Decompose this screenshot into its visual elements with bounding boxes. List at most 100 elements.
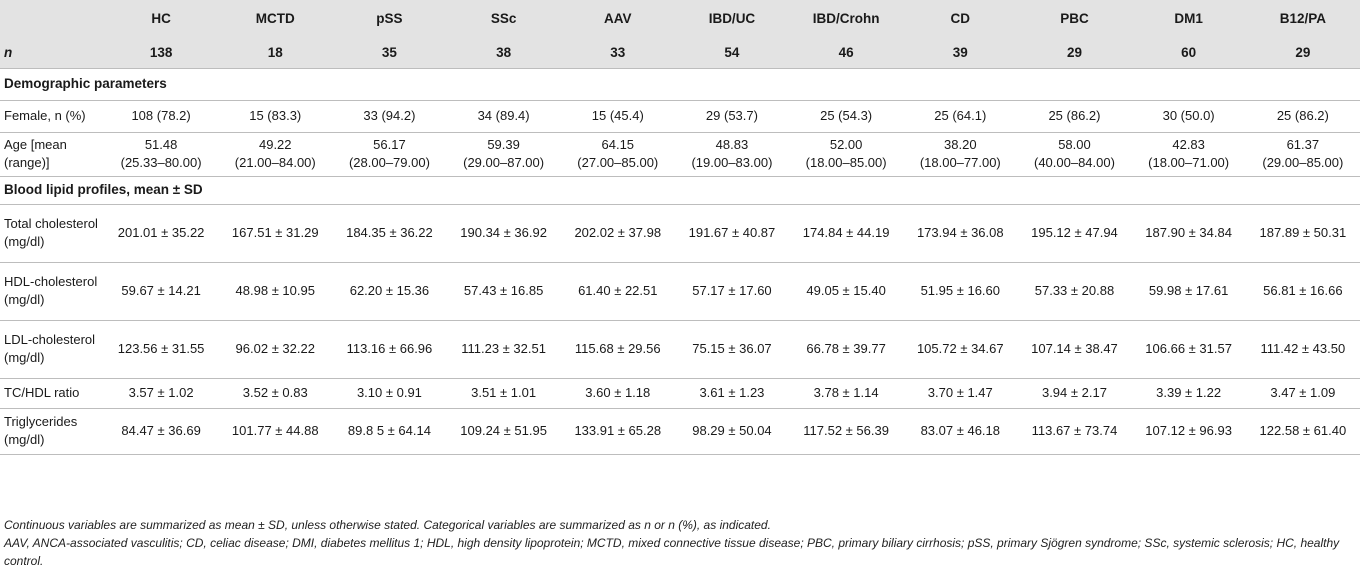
header-cell: MCTD [255, 11, 295, 26]
table-cell: 3.52 ± 0.83 [218, 377, 333, 408]
table-cell: 107.12 ± 96.93 [1131, 407, 1246, 455]
section-title: Blood lipid profiles, mean ± SD [0, 175, 1360, 204]
age-mean: 38.20 [944, 137, 977, 152]
table-cell: 3.61 ± 1.23 [674, 377, 790, 408]
age-mean: 56.17 [373, 137, 406, 152]
table-cell: 15 (45.4) [560, 99, 675, 132]
table-cell: 117.52 ± 56.39 [789, 407, 904, 455]
age-mean: 52.00 [829, 137, 863, 152]
age-range: (29.00–85.00) [1262, 155, 1344, 170]
row-label: HDL-cholesterol (mg/dl) [0, 261, 104, 320]
age-range: (21.00–84.00) [234, 155, 316, 170]
age-mean: 64.15 [601, 137, 635, 152]
table-cell: 49.22 (21.00–84.00) [218, 131, 333, 176]
table-cell: 57.17 ± 17.60 [674, 261, 790, 320]
table-cell: 34 (89.4) [446, 99, 561, 132]
header-cell: pSS [376, 11, 403, 26]
table-cell: 52.00 (18.00–85.00) [789, 131, 904, 176]
section-row: Demographic parameters [0, 67, 1360, 100]
table-cell: 202.02 ± 37.98 [560, 203, 675, 262]
table-cell: 101.77 ± 44.88 [218, 407, 333, 455]
age-mean: 58.00 [1058, 137, 1091, 152]
age-mean: 49.22 [258, 137, 292, 152]
row-label: TC/HDL ratio [0, 377, 104, 408]
age-range: (28.00–79.00) [348, 155, 430, 170]
table-cell: 187.90 ± 34.84 [1131, 203, 1246, 262]
table-cell: 33 (94.2) [332, 99, 447, 132]
table-cell: 25 (86.2) [1017, 99, 1132, 132]
table-cell: 25 (86.2) [1245, 99, 1360, 132]
table-cell: 35 [381, 44, 397, 60]
table-cell: 115.68 ± 29.56 [560, 319, 675, 378]
table-row: Total cholesterol (mg/dl) 201.01 ± 35.22… [0, 203, 1360, 262]
table-cell: 98.29 ± 50.04 [674, 407, 790, 455]
age-range: (18.00–71.00) [1148, 155, 1230, 170]
table-cell: 184.35 ± 36.22 [332, 203, 447, 262]
header-cell: IBD/UC [708, 11, 756, 26]
table-cell: 39 [952, 44, 968, 60]
age-range: (40.00–84.00) [1033, 155, 1115, 170]
section-title: Demographic parameters [0, 67, 1360, 100]
row-label: Female, n (%) [0, 99, 104, 132]
table-cell: 167.51 ± 31.29 [218, 203, 333, 262]
age-range: (27.00–85.00) [577, 155, 659, 170]
table-cell: 3.60 ± 1.18 [560, 377, 675, 408]
table-cell: 107.14 ± 38.47 [1017, 319, 1132, 378]
table-cell: 29 [1295, 44, 1311, 60]
table-cell: 133.91 ± 65.28 [560, 407, 675, 455]
age-range: (18.00–77.00) [919, 155, 1001, 170]
table-cell: 38 [496, 44, 512, 60]
table-cell: 61.40 ± 22.51 [560, 261, 675, 320]
age-range: (29.00–87.00) [463, 155, 545, 170]
header-cell: B12/PA [1279, 11, 1326, 26]
row-label: n [4, 44, 13, 60]
table-row: Triglycerides (mg/dl) 84.47 ± 36.69 101.… [0, 407, 1360, 455]
header-cell: PBC [1060, 11, 1089, 26]
table-row: TC/HDL ratio 3.57 ± 1.02 3.52 ± 0.83 3.1… [0, 377, 1360, 408]
table-cell: 54 [724, 44, 740, 60]
table-cell: 83.07 ± 46.18 [903, 407, 1018, 455]
table-cell: 190.34 ± 36.92 [446, 203, 561, 262]
table-cell: 111.23 ± 32.51 [446, 319, 561, 378]
header-cell: IBD/Crohn [812, 11, 880, 26]
table-cell: 25 (54.3) [789, 99, 904, 132]
table-cell: 113.16 ± 66.96 [332, 319, 447, 378]
table-row: HDL-cholesterol (mg/dl) 59.67 ± 14.21 48… [0, 261, 1360, 320]
table-cell: 108 (78.2) [104, 99, 219, 132]
age-mean: 48.83 [715, 137, 749, 152]
table-cell: 123.56 ± 31.55 [104, 319, 219, 378]
table-cell: 58.00 (40.00–84.00) [1017, 131, 1132, 176]
table-cell: 48.98 ± 10.95 [218, 261, 333, 320]
age-mean: 59.39 [487, 137, 520, 152]
age-mean: 51.48 [144, 137, 178, 152]
table-cell: 42.83 (18.00–71.00) [1131, 131, 1246, 176]
table-cell: 122.58 ± 61.40 [1245, 407, 1360, 455]
table-cell: 3.57 ± 1.02 [104, 377, 219, 408]
table-cell: 25 (64.1) [903, 99, 1018, 132]
table-cell: 59.98 ± 17.61 [1131, 261, 1246, 320]
table-cell: 3.51 ± 1.01 [446, 377, 561, 408]
table-cell: 3.78 ± 1.14 [789, 377, 904, 408]
footnote: AAV, ANCA-associated vasculitis; CD, cel… [4, 536, 1340, 568]
table-cell: 59.67 ± 14.21 [104, 261, 219, 320]
table-row: Female, n (%) 108 (78.2) 15 (83.3) 33 (9… [0, 99, 1360, 132]
table-cell: 46 [838, 44, 854, 60]
table-cell: 96.02 ± 32.22 [218, 319, 333, 378]
row-label: Total cholesterol (mg/dl) [0, 203, 104, 262]
table-cell: 48.83 (19.00–83.00) [674, 131, 790, 176]
table-cell: 18 [267, 44, 283, 60]
table-cell: 84.47 ± 36.69 [104, 407, 219, 455]
header-cell: AAV [604, 11, 632, 26]
table-cell: 49.05 ± 15.40 [789, 261, 904, 320]
table-cell: 61.37 (29.00–85.00) [1245, 131, 1360, 176]
table-cell: 3.10 ± 0.91 [332, 377, 447, 408]
table-cell: 66.78 ± 39.77 [789, 319, 904, 378]
table-row: LDL-cholesterol (mg/dl) 123.56 ± 31.55 9… [0, 319, 1360, 378]
age-range: (19.00–83.00) [691, 155, 773, 170]
table-cell: 57.43 ± 16.85 [446, 261, 561, 320]
age-range: (25.33–80.00) [120, 155, 202, 170]
table-footnotes: Continuous variables are summarized as m… [4, 516, 1356, 570]
table-cell: 195.12 ± 47.94 [1017, 203, 1132, 262]
table-cell: 33 [610, 44, 626, 60]
